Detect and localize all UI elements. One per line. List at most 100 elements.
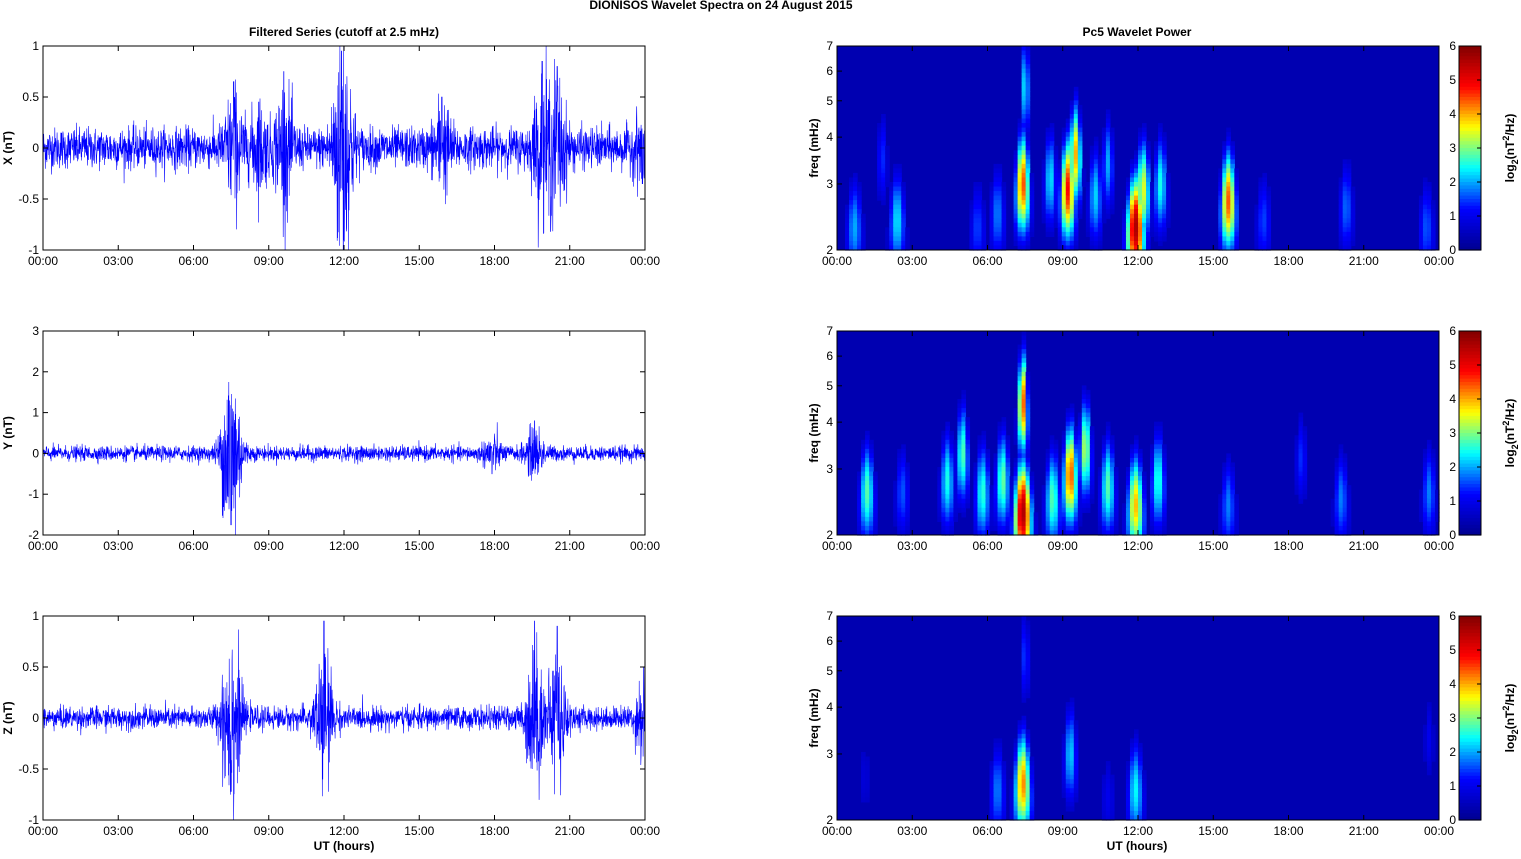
heatmap-cell bbox=[1017, 182, 1023, 188]
heatmap-cell bbox=[1001, 453, 1007, 459]
colorbar-cell bbox=[1459, 646, 1481, 651]
heatmap-cell bbox=[1146, 150, 1151, 156]
heatmap-cell bbox=[1262, 245, 1268, 251]
heatmap-cell bbox=[961, 453, 967, 459]
heatmap-cell bbox=[1069, 706, 1075, 712]
heatmap-cell bbox=[1069, 240, 1075, 247]
heatmap-cell bbox=[1105, 521, 1111, 527]
heatmap-cell bbox=[1109, 453, 1115, 459]
heatmap-cell bbox=[1009, 815, 1015, 821]
heatmap-cell bbox=[1266, 209, 1272, 215]
heatmap-cell bbox=[1334, 503, 1340, 509]
heatmap-cell bbox=[1065, 512, 1071, 518]
x-tick-label: 15:00 bbox=[404, 539, 434, 553]
x-tick-label: 00:00 bbox=[822, 539, 852, 553]
heatmap-cell bbox=[861, 231, 866, 237]
heatmap-cell bbox=[1021, 498, 1027, 504]
heatmap-cell bbox=[1021, 656, 1027, 662]
heatmap-cell bbox=[1294, 444, 1300, 450]
heatmap-cell bbox=[965, 444, 971, 450]
heatmap-cell bbox=[1158, 462, 1163, 468]
heatmap-cell bbox=[1017, 462, 1023, 468]
heatmap-cell bbox=[949, 530, 954, 536]
heatmap-cell bbox=[869, 494, 874, 500]
heatmap-cell bbox=[993, 457, 999, 464]
heatmap-cell bbox=[1069, 503, 1075, 509]
heatmap-cell bbox=[1001, 503, 1007, 509]
heatmap-cell bbox=[865, 779, 870, 785]
heatmap-cell bbox=[1125, 503, 1131, 509]
heatmap-cell bbox=[957, 417, 963, 423]
heatmap-cell bbox=[1342, 503, 1348, 509]
heatmap-cell bbox=[1430, 503, 1436, 509]
heatmap-cell bbox=[1089, 168, 1095, 174]
heatmap-cell bbox=[1053, 213, 1059, 219]
heatmap-cell bbox=[1302, 476, 1308, 482]
heatmap-cell bbox=[1005, 516, 1011, 522]
heatmap-cell bbox=[1061, 145, 1067, 151]
heatmap-cell bbox=[961, 471, 967, 477]
heatmap-cell bbox=[1017, 209, 1023, 215]
heatmap-cell bbox=[857, 204, 862, 210]
heatmap-cell bbox=[1069, 448, 1075, 454]
heatmap-cell bbox=[997, 476, 1003, 482]
heatmap-cell bbox=[1017, 349, 1023, 355]
heatmap-cell bbox=[1222, 200, 1227, 206]
heatmap-cell bbox=[961, 489, 967, 495]
heatmap-cell bbox=[1017, 344, 1023, 350]
heatmap-cell bbox=[965, 448, 971, 454]
y-tick-label: 2 bbox=[826, 813, 833, 827]
heatmap-cell bbox=[1053, 476, 1059, 482]
heatmap-cell bbox=[1230, 525, 1235, 532]
heatmap-cell bbox=[1138, 448, 1143, 454]
heatmap-cell bbox=[1017, 815, 1023, 821]
heatmap-cell bbox=[1085, 471, 1091, 477]
heatmap-cell bbox=[1158, 467, 1163, 473]
heatmap-cell bbox=[1057, 236, 1063, 242]
heatmap-cell bbox=[1021, 104, 1027, 111]
heatmap-cell bbox=[1009, 530, 1015, 536]
plot-area bbox=[43, 331, 645, 535]
heatmap-cell bbox=[1426, 462, 1432, 468]
heatmap-cell bbox=[1017, 240, 1023, 247]
heatmap-cell bbox=[1041, 182, 1047, 188]
heatmap-cell bbox=[985, 525, 991, 532]
heatmap-cell bbox=[1125, 792, 1131, 798]
heatmap-cell bbox=[977, 231, 983, 237]
heatmap-cell bbox=[1101, 806, 1107, 812]
heatmap-cell bbox=[1021, 100, 1027, 106]
heatmap-cell bbox=[1021, 476, 1027, 482]
heatmap-cell bbox=[985, 512, 991, 518]
heatmap-cell bbox=[1258, 195, 1264, 201]
heatmap-cell bbox=[1154, 154, 1159, 160]
colorbar-cell bbox=[1459, 124, 1481, 129]
heatmap-cell bbox=[1426, 512, 1432, 518]
heatmap-cell bbox=[1017, 231, 1023, 237]
heatmap-cell bbox=[1338, 485, 1344, 491]
heatmap-cell bbox=[1061, 467, 1067, 473]
heatmap-cell bbox=[901, 240, 906, 247]
heatmap-cell bbox=[1226, 154, 1231, 160]
x-tick-label: 12:00 bbox=[1123, 824, 1153, 838]
heatmap-cell bbox=[985, 457, 991, 464]
heatmap-cell bbox=[1065, 245, 1071, 251]
y-tick-label: 7 bbox=[826, 39, 833, 53]
heatmap-cell bbox=[1065, 792, 1071, 798]
heatmap-cell bbox=[1138, 245, 1143, 251]
heatmap-cell bbox=[1338, 444, 1344, 450]
heatmap-cell bbox=[1017, 761, 1023, 767]
heatmap-cell bbox=[1142, 159, 1147, 165]
heatmap-cell bbox=[1021, 77, 1027, 83]
heatmap-cell bbox=[969, 231, 975, 237]
x-tick-label: 06:00 bbox=[178, 539, 208, 553]
heatmap-cell bbox=[1133, 525, 1139, 532]
heatmap-cell bbox=[953, 457, 958, 464]
heatmap-cell bbox=[1154, 218, 1159, 224]
heatmap-cell bbox=[1013, 783, 1019, 789]
heatmap-cell bbox=[973, 236, 979, 242]
heatmap-cell bbox=[1226, 457, 1231, 464]
heatmap-cell bbox=[1093, 177, 1099, 183]
heatmap-cell bbox=[1430, 453, 1436, 459]
heatmap-cell bbox=[1105, 159, 1111, 165]
heatmap-cell bbox=[1113, 530, 1119, 536]
